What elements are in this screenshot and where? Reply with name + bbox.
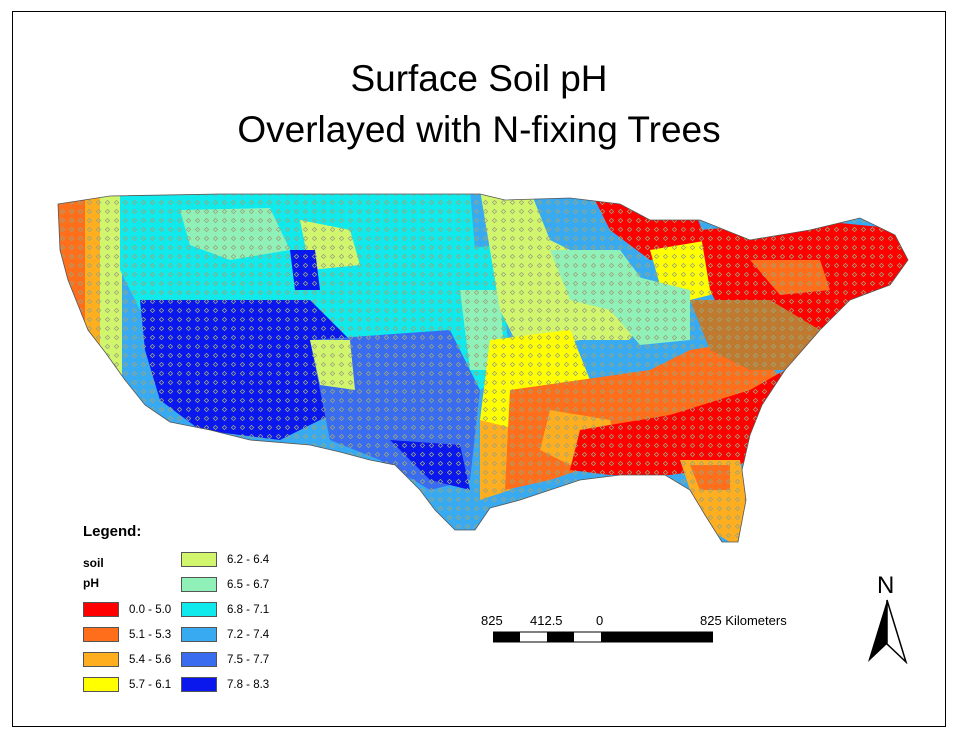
legend-swatch — [181, 627, 217, 642]
legend-label: 5.4 - 5.6 — [129, 653, 172, 666]
legend-swatch — [181, 552, 217, 567]
map-title-line1: Surface Soil pH — [350, 58, 608, 99]
legend-swatch — [83, 652, 119, 667]
legend-swatch — [181, 652, 217, 667]
legend-item: 6.2 - 6.4 — [181, 551, 269, 568]
legend-item: 0.0 - 5.0 — [83, 601, 171, 618]
legend-label: 6.2 - 6.4 — [227, 553, 270, 566]
legend-label: 7.5 - 7.7 — [227, 653, 270, 666]
legend-label: 7.2 - 7.4 — [227, 628, 270, 641]
legend-item: 7.8 - 8.3 — [181, 676, 269, 693]
legend-swatch — [181, 602, 217, 617]
legend-swatch — [83, 602, 119, 617]
scale-bar — [493, 631, 713, 643]
legend-swatch — [181, 577, 217, 592]
scale-label-zero: 0 — [596, 613, 604, 628]
legend-item: 5.1 - 5.3 — [83, 626, 171, 643]
map-title-line2: Overlayed with N-fixing Trees — [237, 109, 721, 150]
legend-label: 7.8 - 8.3 — [227, 678, 270, 691]
scale-label-half: 412.5 — [530, 613, 563, 628]
legend-item: 5.4 - 5.6 — [83, 651, 171, 668]
scale-label-left: 825 — [481, 613, 503, 628]
map-frame — [12, 11, 946, 727]
legend-swatch — [83, 677, 119, 692]
legend-swatch — [83, 627, 119, 642]
legend-item: 6.5 - 6.7 — [181, 576, 269, 593]
legend-item: 7.2 - 7.4 — [181, 626, 269, 643]
us-soil-ph-map — [57, 193, 909, 543]
legend-field-name: soil — [83, 556, 104, 570]
legend-field-unit: pH — [83, 576, 99, 590]
legend-label: 0.0 - 5.0 — [129, 603, 172, 616]
legend-label: 6.8 - 7.1 — [227, 603, 270, 616]
legend-item: 7.5 - 7.7 — [181, 651, 269, 668]
legend-item: 5.7 - 6.1 — [83, 676, 171, 693]
north-arrow-icon — [868, 599, 908, 664]
legend-title: Legend: — [83, 523, 142, 540]
legend-label: 5.7 - 6.1 — [129, 678, 172, 691]
legend-label: 6.5 - 6.7 — [227, 578, 270, 591]
legend-label: 5.1 - 5.3 — [129, 628, 172, 641]
legend-item: 6.8 - 7.1 — [181, 601, 269, 618]
north-label: N — [877, 572, 895, 599]
legend-swatch — [181, 677, 217, 692]
scale-label-right: 825 Kilometers — [700, 613, 787, 628]
